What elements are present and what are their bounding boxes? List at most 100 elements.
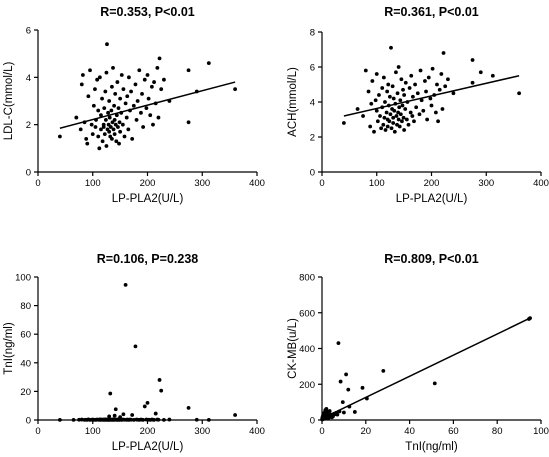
data-point — [159, 87, 164, 92]
data-point — [141, 125, 146, 129]
data-point — [382, 115, 387, 120]
data-point — [97, 75, 102, 80]
data-point — [58, 417, 62, 422]
data-point — [398, 112, 403, 117]
y-tick-label: 600 — [299, 308, 315, 319]
data-point — [130, 136, 135, 141]
data-point — [131, 417, 136, 422]
chart-ach-vs-lppla2: R=0.361, P<0.01 0 100 200 300 400 0 2 4 6 8 LP-PLA2… — [287, 5, 549, 205]
y-tick-label: 400 — [299, 344, 315, 355]
data-point — [436, 119, 440, 124]
y-tick-label: 2 — [26, 120, 31, 131]
data-point — [396, 65, 401, 69]
data-point — [142, 77, 147, 82]
data-point — [327, 409, 332, 413]
data-point — [112, 103, 117, 108]
data-point — [78, 127, 83, 132]
data-point — [74, 115, 79, 120]
data-point — [206, 417, 211, 422]
data-point — [402, 93, 407, 97]
data-point — [99, 113, 103, 118]
data-point — [396, 110, 401, 115]
x-tick-label: 100 — [85, 178, 101, 189]
data-point — [156, 115, 161, 120]
regression-line — [343, 75, 520, 117]
data-point — [385, 89, 390, 94]
data-point — [100, 96, 104, 101]
data-point — [144, 106, 149, 110]
data-point — [340, 400, 345, 405]
data-point — [360, 385, 365, 390]
data-point — [387, 119, 392, 124]
data-point — [369, 101, 374, 106]
data-point — [114, 113, 119, 118]
data-point — [101, 125, 106, 129]
data-point — [390, 84, 395, 89]
data-point — [118, 129, 123, 134]
data-point — [152, 417, 156, 422]
data-point — [407, 86, 412, 90]
y-axis-label: TnI(ng/ml) — [3, 322, 15, 375]
data-point — [148, 113, 153, 118]
data-point — [155, 65, 160, 70]
data-point — [383, 128, 388, 132]
data-point — [346, 387, 351, 392]
data-point — [103, 118, 108, 122]
y-tick-label: 4 — [26, 73, 31, 84]
y-tick-label: 20 — [20, 387, 31, 398]
data-point — [406, 122, 411, 127]
y-tick-label: 200 — [299, 380, 315, 391]
data-point — [470, 58, 475, 62]
data-point — [89, 122, 94, 127]
data-point — [96, 134, 101, 139]
data-point — [440, 107, 445, 111]
data-point — [423, 79, 427, 83]
x-tick-label: 80 — [492, 426, 503, 437]
data-point — [374, 108, 379, 113]
data-point — [80, 73, 85, 77]
data-point — [159, 388, 164, 393]
data-point — [121, 412, 126, 417]
y-tick-label: 6 — [26, 26, 31, 37]
data-point — [424, 89, 428, 94]
data-point — [384, 110, 389, 115]
data-point — [116, 106, 121, 110]
data-point — [90, 132, 95, 137]
data-point — [451, 91, 456, 96]
data-point — [126, 127, 131, 132]
data-point — [412, 119, 416, 124]
data-point — [156, 417, 161, 422]
data-point — [426, 75, 431, 80]
y-tick-label: 100 — [15, 273, 31, 284]
data-point — [380, 86, 385, 90]
y-tick-label: 80 — [20, 301, 31, 312]
data-point — [102, 106, 107, 110]
data-point — [377, 93, 381, 97]
x-tick-label: 0 — [35, 178, 40, 189]
x-tick-label: 0 — [35, 426, 40, 437]
x-tick-label: 300 — [478, 178, 494, 189]
data-point — [58, 134, 62, 139]
data-point — [381, 122, 386, 127]
data-point — [112, 118, 117, 122]
data-point — [397, 124, 402, 129]
data-point — [111, 127, 116, 132]
data-point — [429, 103, 434, 108]
data-point — [389, 45, 393, 50]
data-point — [137, 68, 142, 73]
data-point — [324, 407, 329, 411]
data-point — [433, 110, 438, 115]
data-point — [344, 372, 348, 377]
data-point — [97, 146, 102, 151]
data-point — [157, 378, 162, 382]
data-point — [111, 65, 115, 70]
data-point — [135, 99, 140, 103]
data-point — [374, 72, 379, 76]
data-point — [104, 144, 109, 148]
chart-tni-vs-lppla2: R=0.106, P=0.238 0 100 200 300 400 0 20 40 60 80 10… — [3, 252, 265, 453]
data-point — [233, 87, 238, 92]
data-point — [194, 417, 199, 422]
x-axis-label: LP-PLA2(U/L) — [112, 193, 184, 205]
data-point — [355, 107, 360, 111]
data-point — [105, 42, 109, 47]
